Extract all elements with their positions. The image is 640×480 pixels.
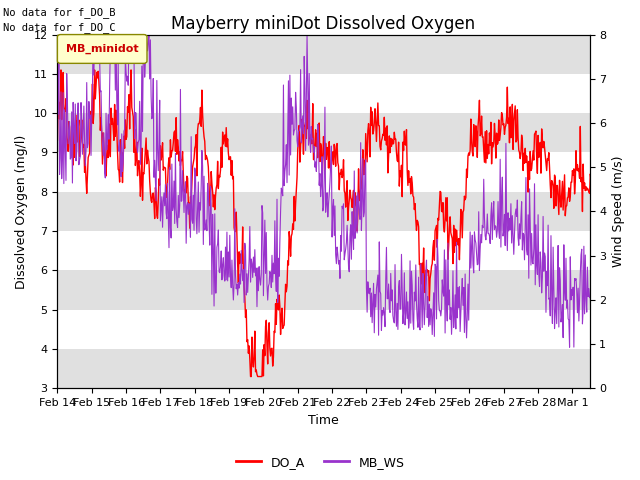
Bar bbox=[58, 349, 589, 388]
Text: MB_minidot: MB_minidot bbox=[66, 44, 138, 54]
Bar bbox=[58, 113, 589, 153]
Bar bbox=[58, 270, 589, 310]
Legend: DO_A, MB_WS: DO_A, MB_WS bbox=[230, 451, 410, 474]
Bar bbox=[58, 192, 589, 231]
Title: Mayberry miniDot Dissolved Oxygen: Mayberry miniDot Dissolved Oxygen bbox=[172, 15, 476, 33]
Y-axis label: Wind Speed (m/s): Wind Speed (m/s) bbox=[612, 156, 625, 267]
X-axis label: Time: Time bbox=[308, 414, 339, 427]
Y-axis label: Dissolved Oxygen (mg/l): Dissolved Oxygen (mg/l) bbox=[15, 134, 28, 288]
Bar bbox=[58, 35, 589, 74]
Text: No data for f_DO_C: No data for f_DO_C bbox=[3, 22, 116, 33]
Text: No data for f_DO_B: No data for f_DO_B bbox=[3, 7, 116, 18]
